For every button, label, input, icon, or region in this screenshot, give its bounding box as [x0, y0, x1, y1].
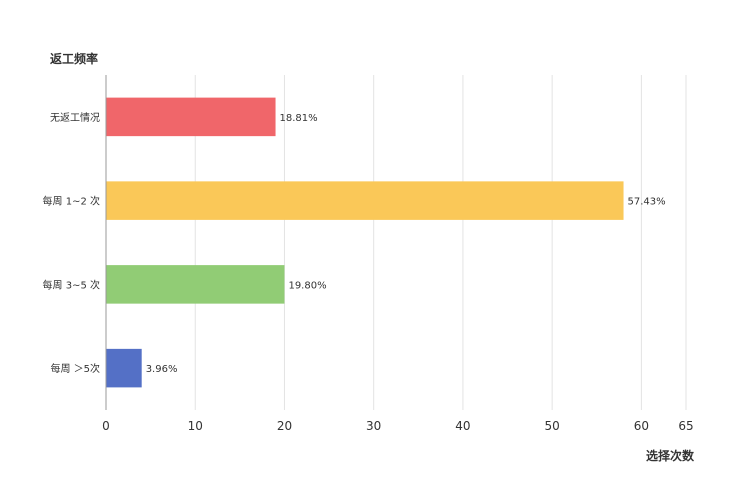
x-tick-label-50: 50: [545, 419, 560, 433]
bar-4: [106, 348, 142, 388]
x-tick-label-60: 60: [634, 419, 649, 433]
x-tick-label-30: 30: [366, 419, 381, 433]
x-tick-label-10: 10: [188, 419, 203, 433]
x-tick-label-0: 0: [102, 419, 110, 433]
bars: [106, 97, 624, 388]
data-label-3: 19.80%: [288, 280, 326, 291]
x-tick-labels: 0 10 20 30 40 50 60 65: [102, 419, 693, 433]
y-axis-title: 返工频率: [50, 51, 98, 66]
x-tick-label-20: 20: [277, 419, 292, 433]
bar-2: [106, 181, 624, 220]
grid-lines: [194, 75, 687, 410]
data-label-2: 57.43%: [628, 197, 666, 208]
x-tick-label-65: 65: [678, 419, 693, 433]
bar-1: [106, 97, 276, 137]
data-label-1: 18.81%: [280, 113, 318, 124]
data-labels: 18.81% 57.43% 19.80% 3.96%: [146, 113, 666, 375]
category-label-2: 每周 1~2 次: [43, 195, 100, 208]
category-label-1: 无返工情况: [50, 111, 100, 124]
x-axis-title: 选择次数: [646, 448, 695, 463]
bar-3: [106, 265, 285, 304]
category-label-4: 每周 ＞5次: [50, 362, 100, 375]
data-label-4: 3.96%: [146, 364, 178, 375]
x-tick-label-40: 40: [455, 419, 470, 433]
category-label-3: 每周 3~5 次: [43, 278, 100, 291]
